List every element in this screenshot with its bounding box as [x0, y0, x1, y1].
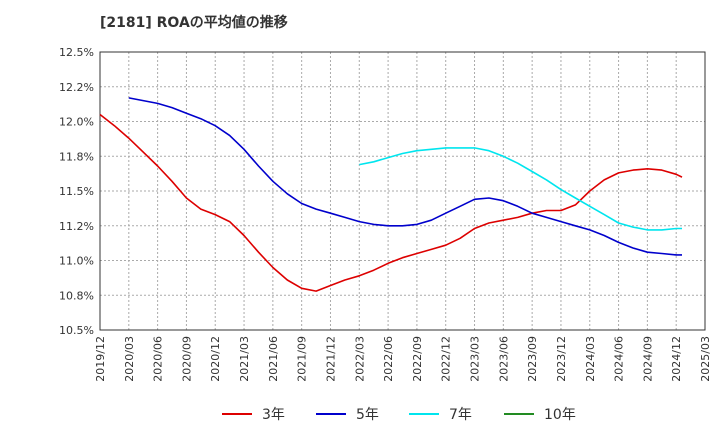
series-line-0: [99, 113, 683, 292]
x-tick-label: 2022/03: [353, 336, 366, 382]
x-tick-label: 2025/03: [699, 336, 712, 382]
x-tick-label: 2020/06: [152, 336, 165, 382]
plot-frame: [99, 51, 706, 331]
plot-area: [100, 52, 705, 330]
x-tick-label: 2021/12: [324, 336, 337, 382]
x-tick-label: 2024/12: [670, 336, 683, 382]
y-tick-label: 11.8%: [59, 150, 94, 163]
x-tick-label: 2023/03: [469, 336, 482, 382]
series-line-1: [128, 97, 682, 256]
y-tick-label: 12.5%: [59, 46, 94, 59]
legend-label-3: 10年: [544, 407, 576, 423]
series-line-2: [359, 147, 682, 231]
x-tick-label: 2022/06: [382, 336, 395, 382]
legend: 3年 5年 7年 10年: [222, 407, 576, 423]
x-tick-label: 2021/09: [296, 336, 309, 382]
legend-label-0: 3年: [262, 407, 285, 423]
x-tick-label: 2023/12: [555, 336, 568, 382]
x-tick-label: 2020/12: [209, 336, 222, 382]
x-tick-label: 2023/09: [526, 336, 539, 382]
x-tick-label: 2022/12: [440, 336, 453, 382]
y-tick-label: 11.2%: [59, 220, 94, 233]
series-lines: [99, 97, 683, 292]
x-tick-label: 2019/12: [94, 336, 107, 382]
x-tick-label: 2020/09: [180, 336, 193, 382]
legend-label-1: 5年: [356, 407, 379, 423]
y-tick-label: 10.8%: [59, 289, 94, 302]
y-tick-label: 12.0%: [59, 116, 94, 129]
x-tick-label: 2022/09: [411, 336, 424, 382]
x-tick-label: 2024/09: [641, 336, 654, 382]
chart-title: [2181] ROAの平均値の推移: [100, 15, 288, 31]
x-tick-label: 2024/06: [613, 336, 626, 382]
axes: 10.5% 10.8% 11.0% 11.2% 11.5% 11.8% 12.0% 12.2%…: [59, 46, 712, 382]
y-tick-label: 10.5%: [59, 324, 94, 337]
y-tick-label: 11.5%: [59, 185, 94, 198]
x-tick-label: 2020/03: [123, 336, 136, 382]
legend-label-2: 7年: [449, 407, 472, 423]
x-tick-label: 2021/06: [267, 336, 280, 382]
x-tick-label: 2024/03: [584, 336, 597, 382]
y-tick-label: 12.2%: [59, 81, 94, 94]
y-tick-label: 11.0%: [59, 255, 94, 268]
x-tick-label: 2021/03: [238, 336, 251, 382]
x-tick-label: 2023/06: [497, 336, 510, 382]
